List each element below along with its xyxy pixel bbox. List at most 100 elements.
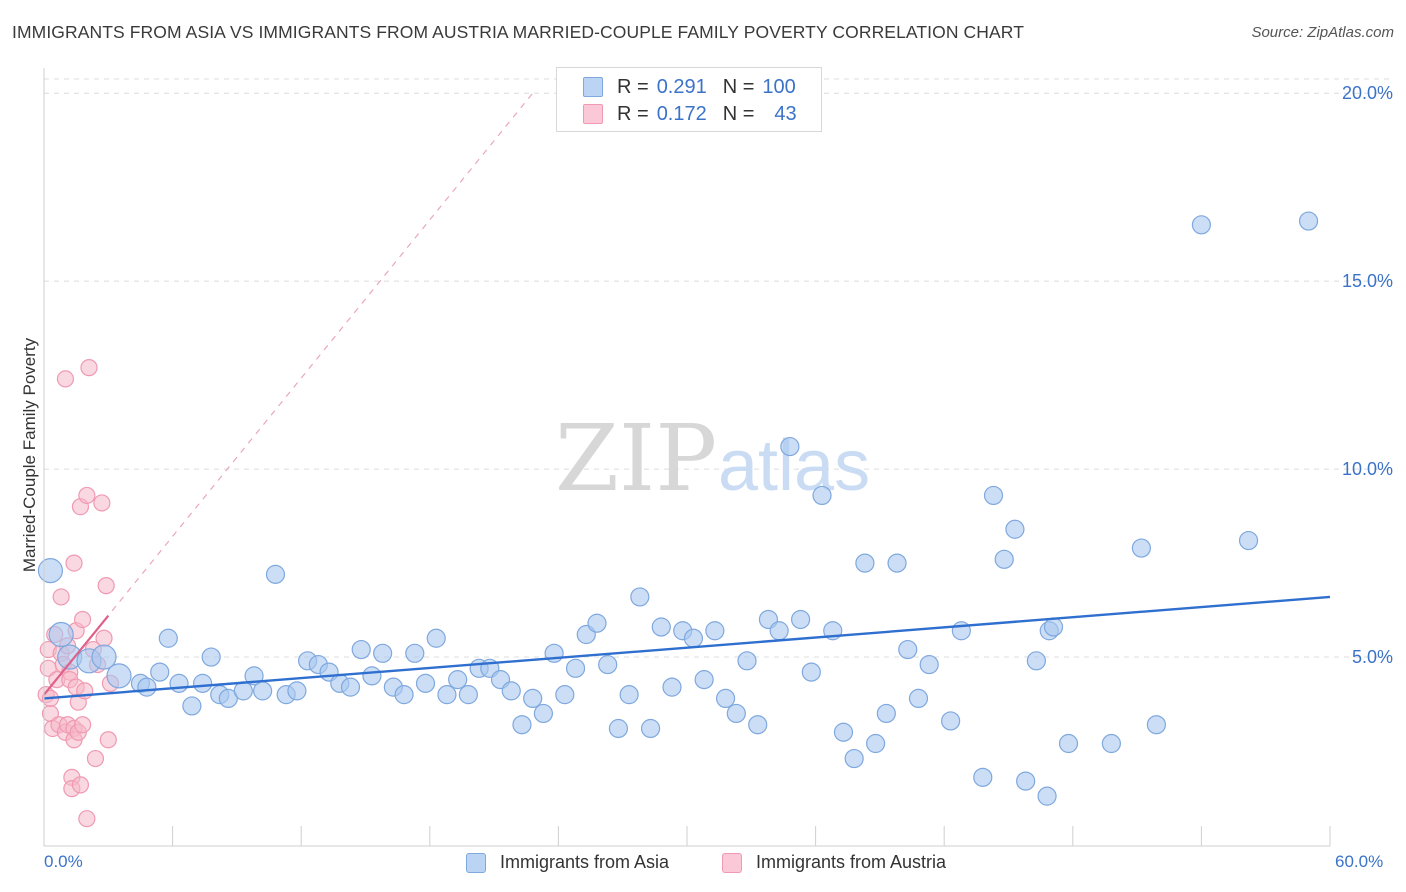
- chart-title: IMMIGRANTS FROM ASIA VS IMMIGRANTS FROM …: [12, 22, 1025, 42]
- y-tick-label: 15.0%: [1342, 271, 1393, 291]
- asia-point: [855, 553, 875, 573]
- asia-point: [898, 639, 918, 660]
- asia-point: [182, 696, 202, 716]
- legend-austria-swatch: [722, 852, 742, 873]
- x-tick-label-min: 0.0%: [44, 852, 83, 871]
- legend-austria-label: Immigrants from Austria: [756, 852, 947, 872]
- legend-row-austria: R = 0.172 N = 43: [557, 102, 797, 126]
- asia-point: [340, 677, 361, 697]
- asia-point: [394, 685, 414, 705]
- asia-point: [608, 718, 629, 739]
- asia-point: [1298, 211, 1319, 231]
- y-tick-label: 20.0%: [1342, 83, 1393, 103]
- asia-point: [919, 654, 939, 675]
- asia-point: [619, 685, 639, 705]
- asia-point: [106, 663, 132, 689]
- asia-trend-line: [43, 595, 1331, 700]
- asia-point: [587, 613, 607, 633]
- austria-point: [73, 716, 92, 734]
- asia-point: [833, 722, 854, 742]
- asia-point: [801, 662, 821, 682]
- asia-point: [373, 643, 393, 663]
- asia-point: [887, 553, 907, 573]
- legend-item-asia: Immigrants from Asia: [466, 852, 669, 873]
- austria-point: [52, 588, 70, 606]
- asia-point: [351, 639, 371, 660]
- austria-swatch: [583, 104, 603, 124]
- stats-legend: R = 0.291 N = 100 R = 0.172 N = 43: [556, 67, 822, 132]
- legend-row-asia: R = 0.291 N = 100: [557, 75, 796, 99]
- series-legend: Immigrants from Asia Immigrants from Aus…: [0, 850, 1406, 878]
- austria-point: [78, 810, 96, 828]
- asia-point: [748, 715, 768, 735]
- y-axis-label: Married-Couple Family Poverty: [20, 337, 39, 573]
- asia-point: [137, 677, 157, 697]
- watermark-zip: ZIP: [555, 405, 717, 512]
- austria-point: [93, 494, 111, 512]
- austria-point: [86, 749, 105, 768]
- asia-point: [973, 767, 993, 787]
- y-tick-label: 10.0%: [1342, 459, 1393, 479]
- asia-point: [844, 748, 864, 769]
- asia-point: [218, 688, 238, 709]
- legend-item-austria: Immigrants from Austria: [722, 852, 946, 873]
- asia-point: [683, 628, 704, 648]
- asia-point: [1238, 530, 1259, 551]
- asia-point: [598, 654, 618, 675]
- asia-point: [1026, 651, 1046, 671]
- asia-point: [253, 681, 273, 701]
- asia-point: [1043, 617, 1064, 637]
- asia-point: [983, 485, 1004, 506]
- asia-point: [362, 666, 382, 686]
- asia-point: [866, 733, 886, 754]
- asia-point: [169, 673, 189, 693]
- asia-point: [812, 485, 832, 506]
- austria-point: [99, 731, 117, 749]
- asia-point: [769, 621, 789, 641]
- asia-point: [790, 609, 811, 630]
- asia-point: [448, 670, 468, 690]
- asia-point: [630, 587, 650, 607]
- austria-trend-extension: [43, 92, 534, 696]
- asia-point: [737, 651, 757, 671]
- asia-point: [501, 681, 521, 701]
- asia-point: [1005, 519, 1025, 539]
- austria-point: [78, 486, 96, 505]
- asia-point: [437, 685, 457, 705]
- asia-point: [994, 549, 1014, 569]
- asia-point: [405, 643, 425, 663]
- asia-point: [426, 628, 446, 648]
- asia-point: [523, 688, 543, 709]
- austria-n-label: N =: [722, 102, 755, 125]
- asia-point: [1058, 733, 1079, 754]
- austria-r-label: R =: [617, 102, 649, 125]
- asia-point: [201, 647, 221, 667]
- asia-point: [651, 617, 671, 637]
- asia-point: [876, 703, 896, 724]
- asia-point: [458, 685, 478, 705]
- asia-point: [533, 703, 553, 724]
- austria-point: [56, 370, 75, 388]
- asia-point: [193, 673, 213, 693]
- asia-point: [1191, 215, 1212, 235]
- austria-r-value: 0.172: [656, 102, 707, 125]
- austria-point: [71, 776, 90, 794]
- asia-point: [640, 718, 661, 739]
- austria-point: [95, 629, 113, 647]
- austria-point: [80, 359, 98, 377]
- austria-point: [65, 554, 83, 572]
- asia-series: [37, 211, 1319, 806]
- asia-point: [233, 681, 253, 701]
- asia-point: [91, 644, 117, 670]
- asia-point: [1016, 771, 1036, 791]
- austria-point: [73, 610, 92, 629]
- asia-point: [780, 436, 800, 457]
- y-tick-label: 5.0%: [1352, 647, 1393, 667]
- asia-point: [150, 662, 170, 682]
- asia-point: [415, 673, 436, 693]
- axis-layer: 5.0% 10.0% 15.0% 20.0%: [43, 68, 1393, 847]
- asia-point: [715, 688, 736, 709]
- asia-point: [565, 658, 586, 678]
- austria-trend-line: [43, 615, 110, 696]
- asia-point: [555, 685, 575, 705]
